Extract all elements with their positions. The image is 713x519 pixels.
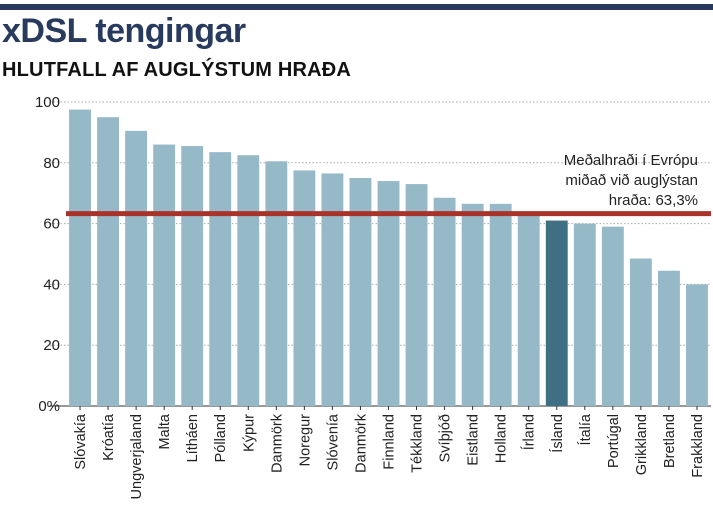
category-label: Írland xyxy=(521,414,538,450)
category-label: Danmörk xyxy=(269,413,285,473)
chart-subtitle: HLUTFALL AF AUGLÝSTUM HRAÐA xyxy=(2,59,352,81)
average-annotation: Meðalhraði í Evrópu xyxy=(564,152,698,169)
category-label: Tékkland xyxy=(410,414,426,473)
bar xyxy=(601,226,624,406)
category-label: Frakkland xyxy=(690,414,706,478)
category-label: Portúgal xyxy=(606,414,622,468)
y-tick-label: 60 xyxy=(43,216,60,233)
bar xyxy=(265,161,288,406)
top-rule xyxy=(0,4,713,10)
category-label: Danmörk xyxy=(353,413,369,473)
bar xyxy=(489,203,512,406)
bar xyxy=(125,130,148,406)
average-annotation: miðað við auglýstan xyxy=(565,172,698,189)
chart-title: xDSL tengingar xyxy=(2,12,246,50)
bar xyxy=(209,152,232,406)
bar xyxy=(517,216,540,406)
y-tick-label: 40 xyxy=(43,276,60,293)
category-label: Holland xyxy=(494,414,510,463)
y-tick-label: 80 xyxy=(43,155,60,172)
bar xyxy=(433,197,456,406)
bar xyxy=(293,170,316,406)
category-label: Slóvakía xyxy=(73,413,89,470)
category-label: Lítháen xyxy=(185,414,201,462)
category-label: Ungverjaland xyxy=(129,414,145,499)
category-label: Finnland xyxy=(382,414,398,470)
category-label: Grikkland xyxy=(634,414,650,475)
y-tick-label: 0% xyxy=(38,398,60,415)
category-label: Ísland xyxy=(549,414,566,453)
bar xyxy=(461,203,484,406)
category-label: Pólland xyxy=(213,414,229,462)
category-label: Slóvenía xyxy=(325,413,341,470)
category-label: Eistland xyxy=(466,414,482,466)
category-label: Bretland xyxy=(662,414,678,468)
category-label: Svíþjóð xyxy=(438,414,454,462)
bar xyxy=(573,223,596,406)
bar xyxy=(153,144,176,406)
y-tick-label: 20 xyxy=(43,337,60,354)
bar xyxy=(629,258,652,406)
bar xyxy=(377,181,400,406)
bar xyxy=(69,109,91,406)
bar xyxy=(686,284,708,406)
bar xyxy=(181,146,204,406)
bar xyxy=(657,270,680,406)
category-label: Króatía xyxy=(101,413,117,461)
bar xyxy=(349,178,372,406)
bar xyxy=(545,220,568,406)
category-label: Malta xyxy=(157,413,173,449)
bar xyxy=(321,173,344,406)
bar xyxy=(405,184,428,406)
category-label: Noregur xyxy=(297,414,313,467)
category-label: Ítalía xyxy=(577,413,594,445)
bar xyxy=(237,155,260,406)
average-annotation: hraða: 63,3% xyxy=(609,192,698,209)
y-tick-label: 100 xyxy=(35,94,60,111)
bar xyxy=(97,117,120,406)
category-label: Kýpur xyxy=(241,414,257,452)
